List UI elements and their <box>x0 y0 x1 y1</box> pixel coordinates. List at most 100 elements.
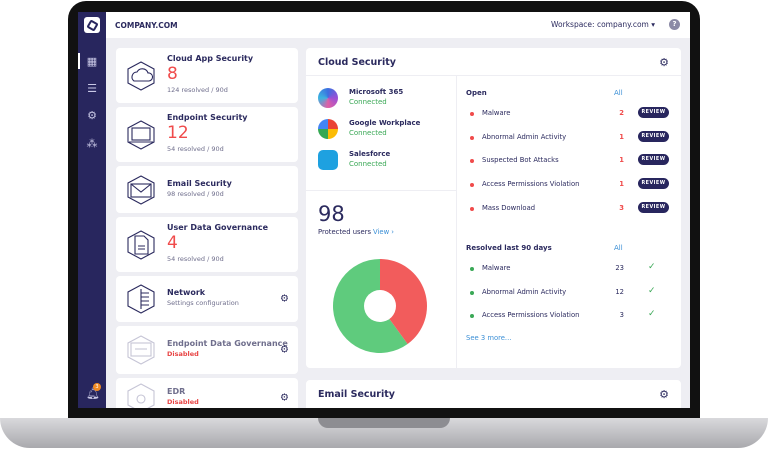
open-alert-row[interactable]: Access Permissions Violation 1 REVIEW <box>466 178 670 192</box>
module-card[interactable]: User Data Governance 4 54 resolved / 90d <box>116 217 298 272</box>
protected-count: 98 <box>318 202 345 226</box>
alert-name: Abnormal Admin Activity <box>482 132 567 141</box>
card-title: Email Security <box>167 178 232 188</box>
open-heading: Open <box>466 89 487 97</box>
status-dot <box>470 206 474 211</box>
connection-name: Microsoft 365 <box>349 88 404 96</box>
check-icon: ✓ <box>648 309 656 320</box>
check-icon: ✓ <box>648 262 656 272</box>
card-title: Network <box>167 288 206 297</box>
card-title: EDR <box>167 387 186 396</box>
salesforce-logo <box>318 150 338 170</box>
resolved-alert-row[interactable]: Malware 23 ✓ <box>466 262 670 276</box>
card-title: Cloud App Security <box>167 54 254 63</box>
gear-icon[interactable]: ⚙ <box>280 392 289 404</box>
resolved-all-link[interactable]: All <box>614 244 623 252</box>
open-alert-row[interactable]: Mass Download 3 REVIEW <box>466 201 670 216</box>
open-alert-row[interactable]: Abnormal Admin Activity 1 REVIEW <box>466 130 670 145</box>
review-button[interactable]: REVIEW <box>638 130 669 142</box>
module-card[interactable]: Endpoint Security 12 54 resolved / 90d <box>116 107 298 162</box>
bug-icon <box>127 383 155 408</box>
view-link[interactable]: View › <box>373 228 395 236</box>
connection-name: Google Workplace <box>349 119 421 127</box>
network-icon[interactable]: ⁂ <box>86 137 98 150</box>
module-card[interactable]: Email Security 98 resolved / 90d <box>116 166 298 213</box>
server-icon <box>127 284 155 314</box>
card-subtitle: Settings configuration <box>167 299 239 307</box>
resolved-alert-row[interactable]: Abnormal Admin Activity 12 ✓ <box>466 286 670 300</box>
alert-name: Abnormal Admin Activity <box>482 287 567 296</box>
card-title: Endpoint Security <box>167 113 248 122</box>
status-dot <box>470 183 474 188</box>
divider <box>306 75 681 76</box>
connection-status: Connected <box>349 129 387 137</box>
pie-chart <box>332 259 427 353</box>
alert-count: 3 <box>619 311 624 320</box>
review-button[interactable]: REVIEW <box>638 178 669 190</box>
dashboard-icon[interactable]: ▦ <box>86 55 98 68</box>
help-icon[interactable]: ? <box>669 19 680 30</box>
sidebar: ▦ ☰ ⚙ ⁂ 🔔︎ 3 <box>78 12 106 408</box>
email-security-panel: Email Security ⚙ <box>306 380 681 408</box>
alert-count: 1 <box>619 156 624 165</box>
connection-name: Salesforce <box>349 150 391 158</box>
alert-name: Suspected Bot Attacks <box>482 156 559 165</box>
notification-badge: 3 <box>93 383 101 391</box>
pie-hole <box>364 290 396 322</box>
module-card[interactable]: EDR Disabled ⚙ <box>116 378 298 408</box>
alert-name: Access Permissions Violation <box>482 180 580 189</box>
panel-title: Email Security <box>318 389 395 400</box>
alert-count: 1 <box>619 180 624 189</box>
cloud-security-panel: Cloud Security ⚙ Microsoft 365 Connected G… <box>306 48 681 368</box>
alert-count: 3 <box>619 203 624 212</box>
microsoft-365-logo <box>318 88 338 108</box>
gear-icon[interactable]: ⚙ <box>280 344 289 356</box>
review-button[interactable]: REVIEW <box>638 154 669 166</box>
card-subtitle: 124 resolved / 90d <box>167 86 228 94</box>
gear-icon[interactable]: ⚙ <box>659 388 669 401</box>
open-count: 8 <box>167 64 178 84</box>
alert-name: Malware <box>482 109 511 117</box>
see-more-link[interactable]: See 3 more... <box>466 334 512 342</box>
status-dot <box>470 135 474 140</box>
pie-slice-open <box>380 259 427 345</box>
module-card[interactable]: Network Settings configuration ⚙ <box>116 276 298 322</box>
status-dot <box>470 314 474 319</box>
module-card[interactable]: Cloud App Security 8 124 resolved / 90d <box>116 48 298 103</box>
workspace-dropdown[interactable]: Workspace: company.com ▾ <box>551 20 655 29</box>
review-button[interactable]: REVIEW <box>638 107 669 118</box>
open-alert-row[interactable]: Malware 2 REVIEW <box>466 107 670 121</box>
review-button[interactable]: REVIEW <box>638 201 669 213</box>
status-dot <box>470 290 474 295</box>
card-title: Endpoint Data Governance <box>167 339 288 348</box>
open-all-link[interactable]: All <box>614 89 623 97</box>
alert-name: Access Permissions Violation <box>482 311 580 320</box>
google-logo <box>318 119 338 139</box>
alert-count: 2 <box>619 109 624 117</box>
cloud-icon <box>127 60 155 91</box>
gear-icon[interactable]: ⚙ <box>280 293 289 305</box>
resolved-alert-row[interactable]: Access Permissions Violation 3 ✓ <box>466 309 670 323</box>
card-subtitle: Disabled <box>167 350 199 358</box>
open-alert-row[interactable]: Suspected Bot Attacks 1 REVIEW <box>466 154 670 168</box>
status-dot <box>470 159 474 164</box>
module-card[interactable]: Endpoint Data Governance Disabled ⚙ <box>116 326 298 374</box>
panel-title: Cloud Security <box>318 57 396 68</box>
header: COMPANY.COM Workspace: company.com ▾ ? <box>106 12 690 38</box>
monitor-icon <box>127 335 155 365</box>
logo[interactable] <box>84 17 100 33</box>
open-count: 4 <box>167 233 178 253</box>
envelope-icon <box>127 174 155 205</box>
laptop-icon <box>127 119 155 150</box>
card-title: User Data Governance <box>167 223 269 232</box>
card-subtitle: 54 resolved / 90d <box>167 255 224 263</box>
gear-icon[interactable]: ⚙ <box>659 56 669 69</box>
status-dot <box>470 112 474 116</box>
resolved-heading: Resolved last 90 days <box>466 244 552 252</box>
alert-count: 1 <box>619 132 624 141</box>
company-name: COMPANY.COM <box>115 21 178 30</box>
status-dot <box>470 267 474 271</box>
card-subtitle: Disabled <box>167 398 199 406</box>
list-icon[interactable]: ☰ <box>87 82 97 95</box>
settings-icon[interactable]: ⚙ <box>87 109 97 122</box>
